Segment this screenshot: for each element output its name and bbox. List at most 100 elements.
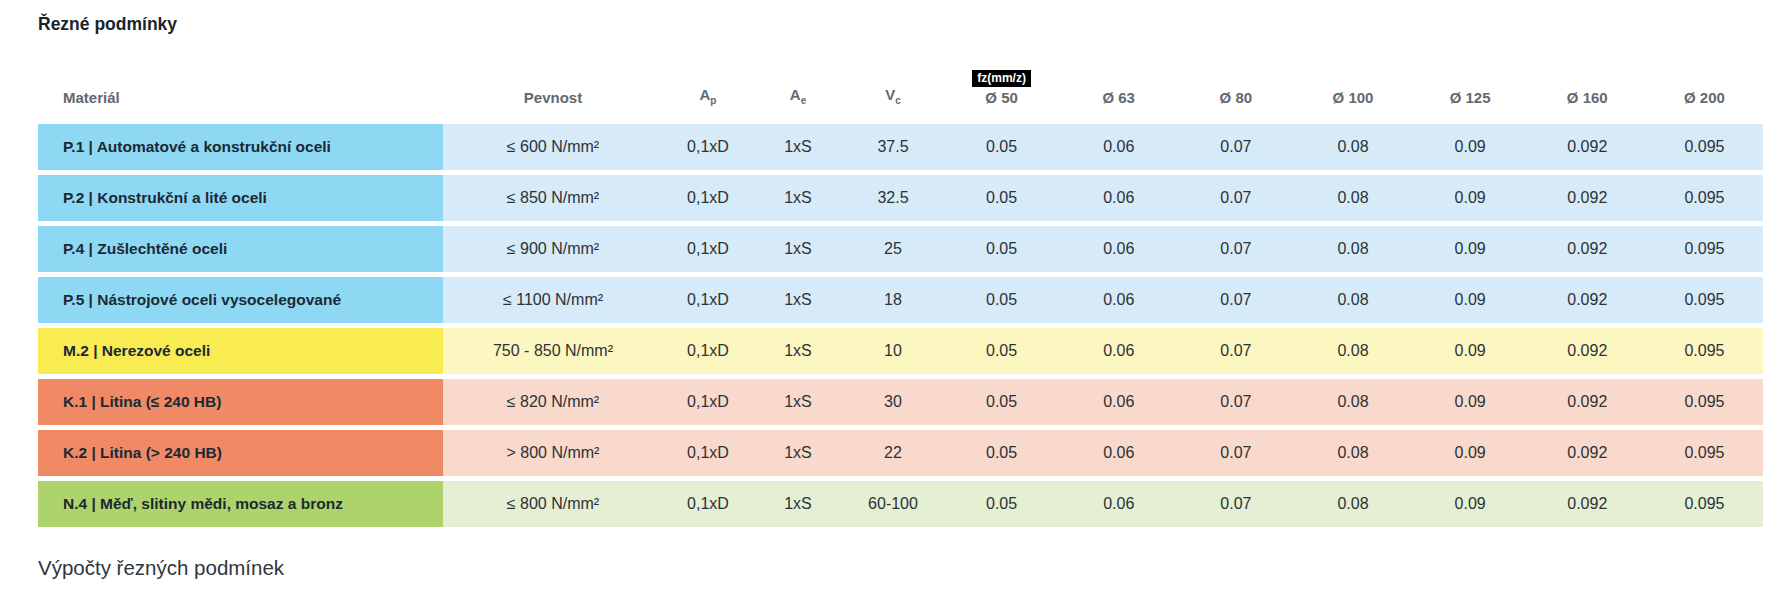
fz-cell-dia-125: 0.09 [1412,277,1529,323]
pevnost-cell: ≤ 600 N/mm² [443,124,663,170]
fz-cell-dia-100: 0.08 [1294,175,1411,221]
column-header-dia-80: Ø 80 [1177,58,1294,106]
table-row: K.1 | Litina (≤ 240 HB) ≤ 820 N/mm² 0,1x… [38,379,1763,425]
material-cell: K.2 | Litina (> 240 HB) [38,430,443,476]
pevnost-cell: 750 - 850 N/mm² [443,328,663,374]
header-label-dia-50: Ø 50 [985,89,1018,106]
column-header-dia-160: Ø 160 [1529,58,1646,106]
table-row: P.2 | Konstrukční a lité oceli ≤ 850 N/m… [38,175,1763,221]
ae-cell: 1xS [753,175,843,221]
vc-cell: 30 [843,379,943,425]
material-cell: P.2 | Konstrukční a lité oceli [38,175,443,221]
table-row: P.5 | Nástrojové oceli vysocelegované ≤ … [38,277,1763,323]
fz-cell-dia-160: 0.092 [1529,124,1646,170]
ap-cell: 0,1xD [663,379,753,425]
fz-cell-dia-63: 0.06 [1060,277,1177,323]
vc-cell: 37.5 [843,124,943,170]
vc-cell: 18 [843,277,943,323]
column-header-ap: Ap [663,58,753,106]
table-row: P.4 | Zušlechtěné oceli ≤ 900 N/mm² 0,1x… [38,226,1763,272]
fz-cell-dia-100: 0.08 [1294,430,1411,476]
fz-cell-dia-80: 0.07 [1177,226,1294,272]
header-label-pevnost: Pevnost [524,89,582,106]
header-label-dia-80: Ø 80 [1220,89,1253,106]
table-row: P.1 | Automatové a konstrukční oceli ≤ 6… [38,124,1763,170]
row-values: ≤ 600 N/mm² 0,1xD 1xS 37.5 0.05 0.06 0.0… [443,124,1763,170]
fz-cell-dia-125: 0.09 [1412,124,1529,170]
section-heading-calculations: Výpočty řezných podmínek [38,556,284,580]
ae-cell: 1xS [753,481,843,527]
material-cell: K.1 | Litina (≤ 240 HB) [38,379,443,425]
vc-cell: 60-100 [843,481,943,527]
cutting-conditions-table: Materiál Pevnost Ap Ae Vc fz(mm/z) Ø 50 … [38,58,1763,532]
header-label-dia-160: Ø 160 [1567,89,1608,106]
vc-cell: 25 [843,226,943,272]
vc-cell: 22 [843,430,943,476]
fz-cell-dia-80: 0.07 [1177,379,1294,425]
fz-cell-dia-50: 0.05 [943,175,1060,221]
column-header-dia-200: Ø 200 [1646,58,1763,106]
row-values: ≤ 900 N/mm² 0,1xD 1xS 25 0.05 0.06 0.07 … [443,226,1763,272]
pevnost-cell: ≤ 850 N/mm² [443,175,663,221]
fz-cell-dia-125: 0.09 [1412,226,1529,272]
column-header-dia-125: Ø 125 [1412,58,1529,106]
fz-cell-dia-160: 0.092 [1529,175,1646,221]
fz-cell-dia-100: 0.08 [1294,226,1411,272]
fz-cell-dia-100: 0.08 [1294,481,1411,527]
fz-cell-dia-63: 0.06 [1060,124,1177,170]
ae-cell: 1xS [753,379,843,425]
header-label-dia-125: Ø 125 [1450,89,1491,106]
column-header-material: Materiál [38,58,443,106]
vc-cell: 10 [843,328,943,374]
fz-cell-dia-200: 0.095 [1646,226,1763,272]
fz-cell-dia-63: 0.06 [1060,328,1177,374]
row-values: 750 - 850 N/mm² 0,1xD 1xS 10 0.05 0.06 0… [443,328,1763,374]
row-values: ≤ 820 N/mm² 0,1xD 1xS 30 0.05 0.06 0.07 … [443,379,1763,425]
fz-cell-dia-80: 0.07 [1177,430,1294,476]
page: Řezné podmínky Materiál Pevnost Ap Ae Vc… [0,0,1778,611]
ap-cell: 0,1xD [663,328,753,374]
ap-cell: 0,1xD [663,124,753,170]
fz-cell-dia-50: 0.05 [943,379,1060,425]
fz-cell-dia-160: 0.092 [1529,481,1646,527]
row-values: ≤ 850 N/mm² 0,1xD 1xS 32.5 0.05 0.06 0.0… [443,175,1763,221]
fz-cell-dia-63: 0.06 [1060,175,1177,221]
ae-cell: 1xS [753,124,843,170]
ae-cell: 1xS [753,328,843,374]
fz-cell-dia-100: 0.08 [1294,277,1411,323]
ap-cell: 0,1xD [663,481,753,527]
fz-cell-dia-50: 0.05 [943,226,1060,272]
material-cell: P.4 | Zušlechtěné oceli [38,226,443,272]
column-header-pevnost: Pevnost [443,58,663,106]
fz-cell-dia-160: 0.092 [1529,430,1646,476]
fz-cell-dia-100: 0.08 [1294,124,1411,170]
header-label-vc: Vc [885,86,901,107]
fz-cell-dia-200: 0.095 [1646,124,1763,170]
fz-cell-dia-125: 0.09 [1412,430,1529,476]
header-label-ae: Ae [790,86,806,107]
row-values: ≤ 800 N/mm² 0,1xD 1xS 60-100 0.05 0.06 0… [443,481,1763,527]
fz-cell-dia-63: 0.06 [1060,430,1177,476]
fz-cell-dia-200: 0.095 [1646,175,1763,221]
fz-cell-dia-63: 0.06 [1060,481,1177,527]
column-header-dia-50: fz(mm/z) Ø 50 [943,58,1060,106]
fz-cell-dia-200: 0.095 [1646,277,1763,323]
column-header-dia-100: Ø 100 [1294,58,1411,106]
header-label-ap: Ap [700,86,717,107]
fz-cell-dia-160: 0.092 [1529,379,1646,425]
row-values: > 800 N/mm² 0,1xD 1xS 22 0.05 0.06 0.07 … [443,430,1763,476]
fz-cell-dia-80: 0.07 [1177,124,1294,170]
ae-cell: 1xS [753,430,843,476]
fz-cell-dia-200: 0.095 [1646,430,1763,476]
fz-cell-dia-63: 0.06 [1060,226,1177,272]
table-row: K.2 | Litina (> 240 HB) > 800 N/mm² 0,1x… [38,430,1763,476]
pevnost-cell: > 800 N/mm² [443,430,663,476]
fz-cell-dia-200: 0.095 [1646,328,1763,374]
header-label-dia-200: Ø 200 [1684,89,1725,106]
fz-cell-dia-125: 0.09 [1412,379,1529,425]
ae-cell: 1xS [753,277,843,323]
ap-cell: 0,1xD [663,226,753,272]
table-body: P.1 | Automatové a konstrukční oceli ≤ 6… [38,124,1763,527]
fz-cell-dia-100: 0.08 [1294,328,1411,374]
vc-cell: 32.5 [843,175,943,221]
